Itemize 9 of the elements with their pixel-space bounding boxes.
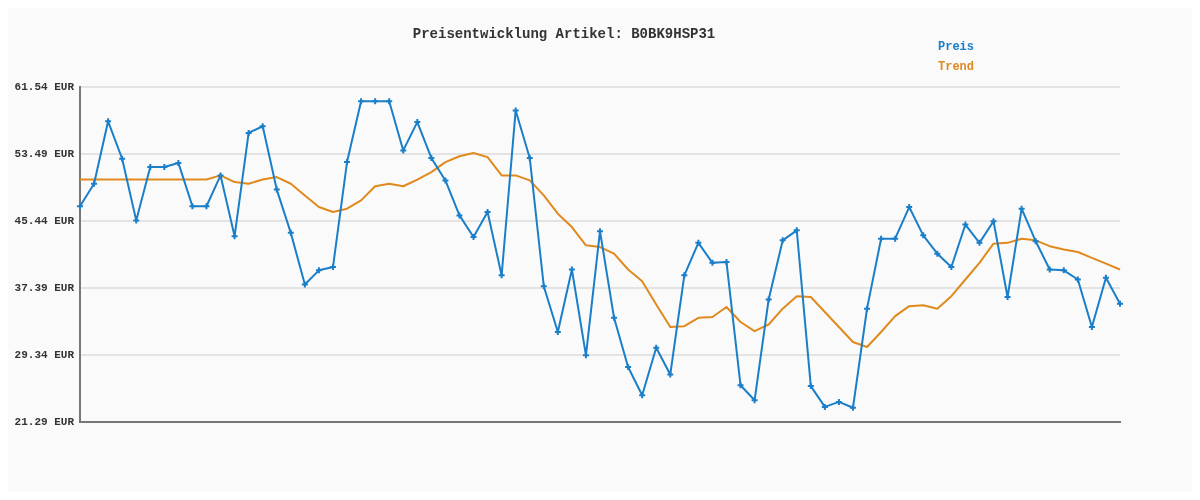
y-tick-label: 37.39 EUR	[14, 281, 75, 294]
y-tick-label: 61.54 EUR	[14, 80, 75, 93]
y-tick-label: 29.34 EUR	[14, 348, 75, 361]
y-tick-label: 45.44 EUR	[14, 214, 75, 227]
y-tick-label: 21.29 EUR	[14, 415, 75, 428]
y-tick-label: 53.49 EUR	[14, 147, 75, 160]
chart-title: Preisentwicklung Artikel: B0BK9HSP31	[412, 25, 716, 42]
text: Trend	[938, 60, 975, 75]
text: Preis	[938, 40, 975, 55]
